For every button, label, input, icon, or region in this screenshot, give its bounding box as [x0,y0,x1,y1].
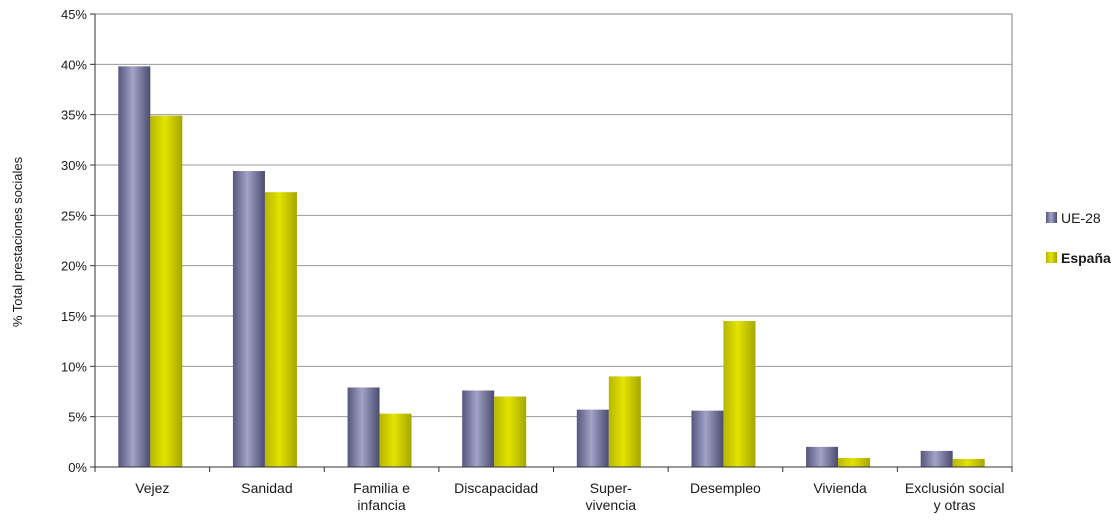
y-tick-label: 25% [61,208,87,223]
y-tick-label: 30% [61,158,87,173]
bar-ue28 [806,446,839,467]
bar-ue28 [232,171,265,468]
x-tick-label: Vivienda [813,480,867,496]
bar-espana [608,376,641,467]
bar-ue28 [118,66,151,467]
legend: UE-28 España [1046,210,1111,266]
bar-espana [952,458,985,467]
legend-label: UE-28 [1061,210,1101,226]
bar-ue28 [576,409,609,467]
legend-label: España [1061,250,1111,266]
y-tick-label: 10% [61,359,87,374]
y-tick-label: 45% [61,7,87,22]
bar-espana [379,413,412,467]
bar-ue28 [462,390,495,467]
y-tick-label: 35% [61,108,87,123]
x-tick-labels: Vejez Sanidad Familia e infancia Discapacida… [135,480,1004,513]
legend-swatch [1046,252,1057,263]
bars [118,66,985,468]
bar-ue28 [347,387,380,467]
y-tick-label: 20% [61,259,87,274]
bar-ue28 [920,450,953,467]
x-tick-label: Sanidad [241,480,292,496]
axes [90,13,1013,472]
y-tick-label: 5% [68,410,87,425]
x-tick-label: Discapacidad [454,480,538,496]
y-tick-label: 40% [61,57,87,72]
y-tick-label: 0% [68,460,87,475]
x-tick-label: Vejez [135,480,169,496]
bar-espana [838,457,871,467]
bar-ue28 [691,410,724,467]
y-tick-labels: 0% 5% 10% 15% 20% 25% 30% 35% 40% 45% [61,7,87,475]
y-tick-label: 15% [61,309,87,324]
bar-espana [723,321,756,467]
x-tick-label: Exclusión social y otras [905,480,1005,513]
x-tick-label: Desempleo [690,480,761,496]
y-axis-label: % Total prestaciones sociales [10,156,25,327]
x-tick-label: Familia e infancia [353,480,410,513]
bar-espana [494,396,527,467]
bar-espana [264,192,297,467]
x-tick-label: Super-vivencia [586,480,637,513]
bar-espana [150,115,183,467]
gridlines [95,13,1013,467]
legend-swatch [1046,212,1057,223]
